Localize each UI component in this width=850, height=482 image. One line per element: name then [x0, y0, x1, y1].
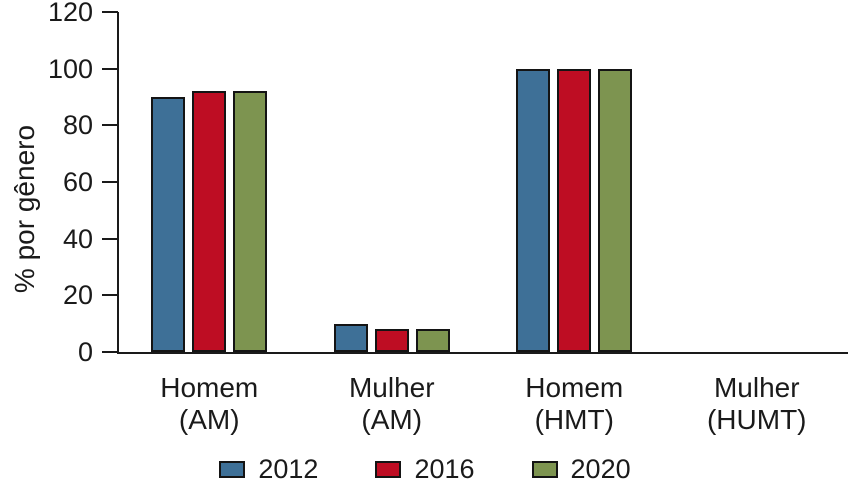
y-tick-label: 60	[62, 167, 93, 197]
y-axis-line	[117, 12, 119, 354]
y-tick	[102, 67, 118, 70]
y-tick-label: 80	[62, 110, 93, 141]
bar-2016-category-0	[192, 91, 227, 352]
legend-label: 2012	[258, 454, 319, 482]
y-tick-label: 0	[77, 337, 93, 367]
bar-2016-category-2	[557, 68, 592, 352]
y-tick	[102, 11, 118, 13]
bar-2020-category-0	[233, 91, 268, 352]
x-axis-label: Homem (AM)	[129, 372, 289, 436]
bar-2012-category-1	[333, 323, 368, 352]
x-axis-label-line: Mulher	[348, 372, 435, 403]
x-axis-label-line: Homem	[160, 372, 259, 403]
legend-swatch-2020	[531, 460, 558, 478]
bar-2016-category-1	[374, 329, 409, 352]
y-tick-label: 20	[62, 280, 93, 311]
legend-item-2016: 2016	[375, 454, 475, 482]
y-tick-label: 40	[62, 223, 93, 254]
x-axis-line	[118, 352, 848, 354]
y-tick-label: 100	[47, 53, 93, 84]
x-axis-label-line: (AM)	[178, 404, 240, 435]
x-axis-label-line: (HUMT)	[706, 404, 807, 435]
legend-swatch-2016	[375, 460, 402, 478]
y-tick-label: 120	[47, 0, 93, 27]
legend-label: 2020	[570, 454, 631, 482]
y-tick	[102, 181, 118, 183]
x-axis-label-line: (HMT)	[534, 404, 614, 435]
y-tick	[102, 237, 118, 240]
y-tick	[102, 294, 118, 297]
x-axis-label-line: Homem	[525, 372, 624, 403]
legend-label: 2016	[414, 454, 475, 482]
bar-2012-category-2	[516, 68, 551, 352]
x-axis-label-line: Mulher	[713, 372, 800, 403]
bar-2012-category-0	[151, 97, 186, 352]
y-tick	[102, 351, 118, 353]
bar-2020-category-1	[415, 329, 450, 352]
x-axis-label: Homem (HMT)	[494, 372, 654, 436]
legend-swatch-2012	[219, 460, 246, 478]
bar-2020-category-2	[598, 68, 633, 352]
legend-item-2020: 2020	[531, 454, 631, 482]
legend-item-2012: 2012	[219, 454, 319, 482]
y-tick	[102, 124, 118, 127]
legend: 2012 2016 2020	[0, 454, 850, 482]
x-axis-label: Mulher (AM)	[312, 372, 472, 436]
x-axis-label-line: (AM)	[361, 404, 423, 435]
x-axis-label: Mulher (HUMT)	[677, 372, 837, 436]
